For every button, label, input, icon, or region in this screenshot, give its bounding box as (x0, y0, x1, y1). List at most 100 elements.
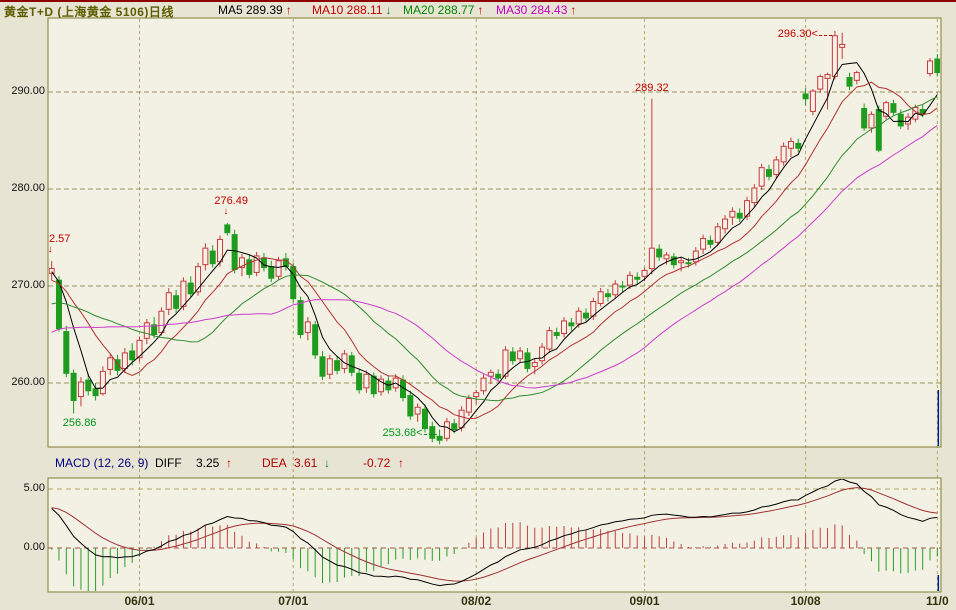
candle (648, 247, 655, 270)
candle (575, 310, 582, 325)
candle (487, 371, 494, 377)
ma-indicator-label-1: MA5 289.39 ↑ (218, 3, 292, 17)
candle (546, 330, 553, 350)
candle (195, 266, 202, 293)
candle (751, 187, 758, 204)
candle (773, 159, 780, 175)
candle (604, 293, 611, 298)
candle (678, 260, 685, 264)
candle (92, 388, 99, 397)
dea-line (51, 487, 938, 582)
candle (407, 395, 414, 417)
candle (729, 210, 736, 218)
candle (231, 234, 238, 271)
candle (458, 409, 465, 429)
candle (839, 43, 846, 48)
candle (63, 331, 70, 374)
candle (597, 291, 604, 304)
candle (495, 373, 502, 379)
candle (722, 218, 729, 230)
candle (787, 140, 794, 149)
candle (795, 142, 802, 149)
candle (129, 350, 136, 361)
candle (883, 102, 890, 117)
candle (217, 238, 224, 263)
candle (517, 350, 524, 360)
candle (480, 377, 487, 392)
candle (443, 421, 450, 439)
candle (765, 169, 772, 177)
candle (473, 392, 480, 398)
candles-layer (49, 30, 940, 445)
candle (707, 239, 714, 245)
candle (656, 248, 663, 258)
candle (685, 262, 692, 265)
candle (180, 280, 187, 307)
candle (436, 435, 443, 441)
candle (99, 370, 106, 395)
candle (121, 352, 128, 369)
candle (626, 274, 633, 286)
diff-line (51, 479, 938, 587)
candle (158, 310, 165, 334)
trend-arrow-icon: ↓ (385, 3, 392, 17)
candle (868, 113, 875, 129)
candle (326, 358, 333, 375)
candle (927, 60, 934, 75)
ma-indicator-label-4: MA30 284.43 ↑ (496, 3, 577, 17)
candle (663, 254, 670, 260)
candle (714, 226, 721, 243)
ma10-line (51, 81, 938, 420)
candle (824, 74, 831, 79)
ma-indicator-label-3: MA20 288.77 ↑ (403, 3, 484, 17)
candle (582, 312, 589, 319)
candle (736, 212, 743, 219)
instrument-title: 黄金T+D (上海黄金 5106)日线 (4, 5, 174, 19)
candle (202, 247, 209, 266)
candle (304, 321, 311, 334)
candle (143, 322, 150, 339)
candle (70, 372, 77, 401)
candle (370, 375, 377, 395)
candle (165, 292, 172, 310)
candle (553, 332, 560, 336)
main-plot-border (47, 17, 942, 448)
candle (758, 167, 765, 187)
candle (846, 76, 853, 87)
candle (356, 372, 363, 391)
candle (136, 339, 143, 359)
candle (502, 349, 509, 377)
candle (49, 268, 55, 274)
candle (509, 351, 516, 362)
candle (334, 360, 341, 371)
candle (890, 103, 897, 113)
candle (744, 200, 751, 217)
candle (151, 324, 158, 335)
ma30-line (51, 125, 938, 389)
candle (897, 113, 904, 127)
candle (348, 355, 355, 373)
candle (934, 58, 940, 74)
candle (55, 279, 62, 330)
candle (831, 35, 838, 77)
candle (224, 224, 231, 234)
candle (451, 423, 458, 431)
candle (77, 381, 84, 398)
candle (290, 266, 297, 300)
candle (861, 107, 868, 129)
candle (173, 295, 180, 309)
ma20-line (51, 96, 938, 402)
candle (253, 255, 260, 273)
main-plot-bg (48, 18, 941, 447)
candle (568, 322, 575, 327)
candle (465, 398, 472, 413)
candle (268, 266, 275, 279)
trend-arrow-icon: ↑ (285, 3, 292, 17)
candle (875, 108, 882, 151)
candle (853, 72, 860, 81)
candle (561, 320, 568, 335)
candle (619, 285, 626, 288)
candle (421, 408, 428, 430)
